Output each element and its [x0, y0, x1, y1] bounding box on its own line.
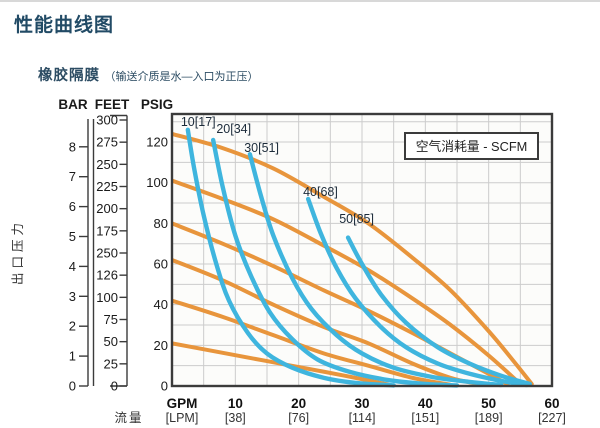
x-tick-primary: 10 [228, 396, 243, 411]
psig-tick-label: 60 [154, 257, 168, 272]
feet-tick-label: 275 [96, 135, 118, 150]
air-curve-label: 50[85] [339, 212, 374, 226]
bar-tick-label: 1 [69, 349, 76, 364]
x-tick-primary: 20 [291, 396, 306, 411]
bar-tick-label: 5 [69, 229, 76, 244]
psig-tick-label: 40 [154, 297, 168, 312]
psig-header: PSIG [141, 97, 173, 112]
psig-tick-label: 80 [154, 216, 168, 231]
bar-tick-label: 2 [69, 319, 76, 334]
water-curve-40psig [172, 298, 453, 387]
x-tick-secondary: [114] [349, 411, 376, 425]
page-title: 性能曲线图 [14, 15, 115, 36]
x-tick-primary: 40 [418, 396, 433, 411]
water-curve-60psig [172, 257, 485, 387]
feet-tick-label: 25 [104, 356, 118, 371]
air-curve-label: 40[68] [303, 185, 338, 199]
water-curve-120psig [172, 131, 534, 386]
air-curve-4068 [305, 196, 529, 388]
air-curve-2034 [210, 137, 460, 388]
feet-tick-label: 250 [96, 246, 118, 261]
feet-tick-label: 0 [111, 379, 118, 394]
x-tick-secondary: [38] [225, 411, 246, 425]
bar-tick-label: 4 [69, 259, 76, 274]
psig-tick-label: 120 [146, 135, 168, 150]
bar-tick-label: 7 [69, 169, 76, 184]
bar-header: BAR [58, 97, 87, 112]
feet-tick-label: 126 [96, 268, 118, 283]
diaphragm-type-label: 橡胶隔膜 [38, 68, 100, 84]
x-tick-secondary: [151] [411, 411, 439, 425]
psig-tick-label: 100 [146, 175, 168, 190]
x-axis-label: 流量 [114, 411, 143, 425]
feet-tick-label: 175 [96, 223, 118, 238]
subtitle-row: 橡胶隔膜 （输送介质是水—入口为正压） [38, 64, 258, 85]
air-curve-1017 [185, 127, 396, 388]
x-tick-secondary: [76] [288, 411, 309, 425]
feet-tick-label: 200 [96, 201, 118, 216]
bar-tick-label: 6 [69, 199, 76, 214]
bar-tick-label: 3 [69, 289, 76, 304]
air-curve-3051 [247, 152, 504, 388]
plot-frame [170, 112, 554, 388]
bar-tick-label: 0 [69, 379, 76, 394]
y-scales [79, 114, 128, 387]
x-tick-primary: 60 [544, 396, 559, 411]
psig-tick-label: 0 [161, 379, 168, 394]
feet-tick-label: 75 [104, 312, 118, 327]
feet-tick-label: 225 [96, 179, 118, 194]
feet-header: FEET [95, 97, 130, 112]
x-tick-primary: 30 [354, 396, 369, 411]
legend-label: 空气消耗量 - SCFM [416, 139, 528, 154]
x-tick-primary: GPM [167, 396, 198, 411]
bar-tick-label: 8 [69, 139, 76, 154]
feet-tick-label: 250 [96, 157, 118, 172]
x-tick-secondary: [LPM] [166, 411, 199, 425]
medium-condition-note: （输送介质是水—入口为正压） [104, 71, 259, 83]
psig-tick-label: 20 [154, 338, 168, 353]
feet-tick-label: 100 [96, 290, 118, 305]
feet-tick-label: 50 [104, 334, 118, 349]
x-tick-primary: 50 [481, 396, 496, 411]
water-curve-100psig [172, 178, 523, 386]
legend-box [404, 132, 539, 160]
curves [172, 127, 534, 388]
air-curve-5085 [345, 235, 533, 387]
feet-tick-label: 300 [96, 113, 118, 128]
x-tick-secondary: [227] [538, 411, 566, 425]
y-axis-label: 出口压力 [11, 219, 25, 285]
air-curve-label: 20[34] [216, 122, 251, 136]
x-tick-secondary: [189] [475, 411, 503, 425]
air-curve-label: 10[17] [181, 115, 216, 129]
air-curve-label: 30[51] [244, 141, 279, 155]
